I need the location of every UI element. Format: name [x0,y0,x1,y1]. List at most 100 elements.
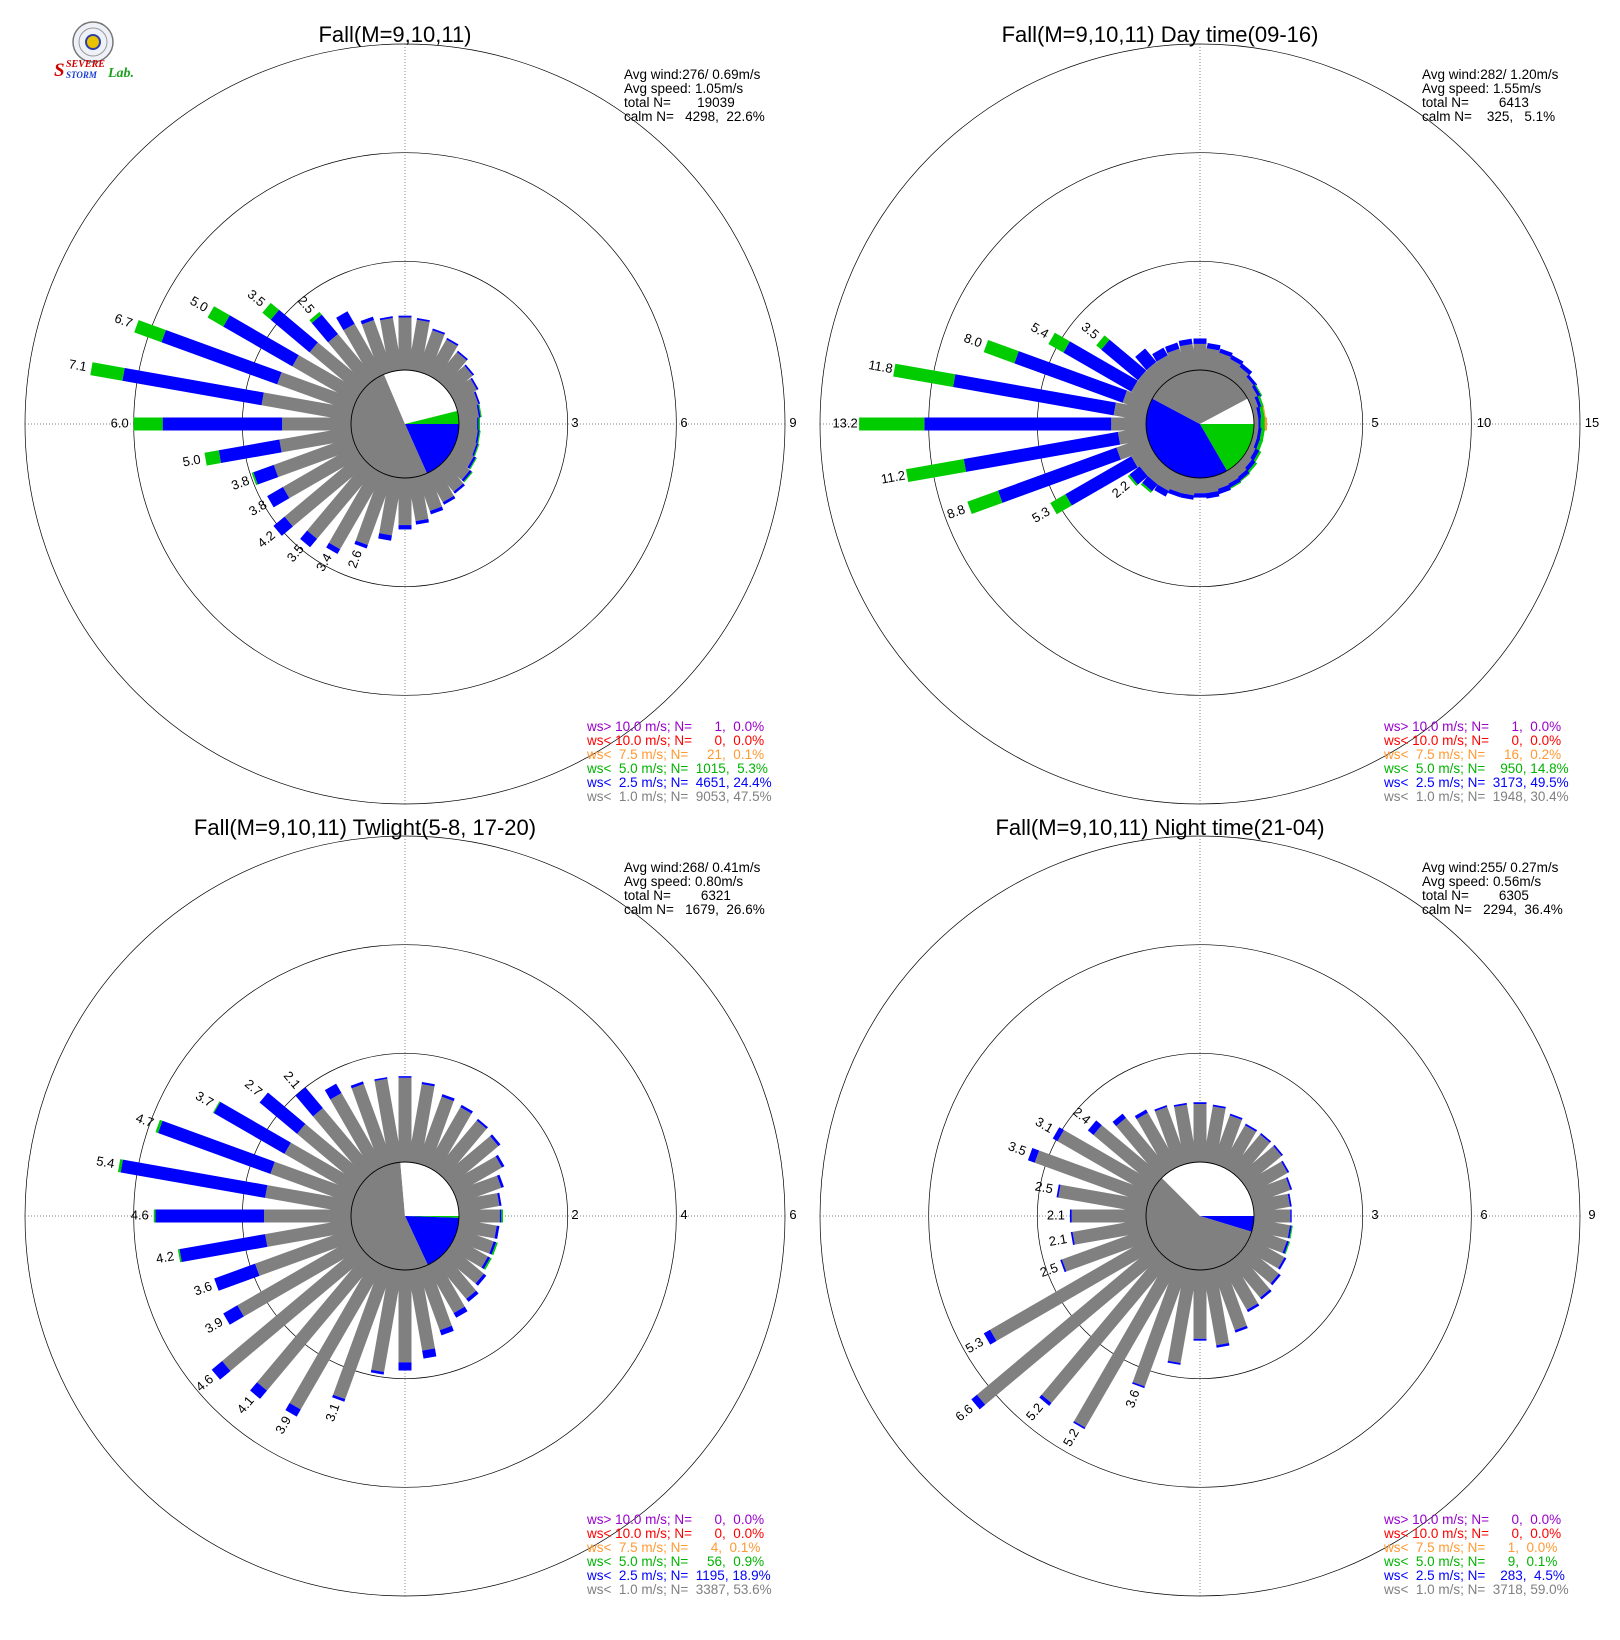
bar-segment-gray [448,445,474,468]
bar-segment-green [153,1209,156,1223]
wind-bar [1202,1268,1230,1348]
calm-circle-outline [1145,1161,1255,1271]
wind-bar [1052,1127,1157,1195]
wind-bar [398,315,412,370]
bar-value-label: 6.6 [952,1401,975,1424]
bar-value-label: 4.6 [193,1371,216,1394]
bar-segment-blue [398,525,412,530]
bar-segment-blue [1278,1257,1287,1270]
bar-segment-gray [1221,358,1242,381]
bar-segment-blue [267,487,290,508]
bar-segment-gray [448,1237,488,1268]
bar-segment-gray [1122,390,1152,412]
bar-segment-green [1140,482,1153,493]
avg-wind: Avg wind:282/ 1.20m/s [1422,67,1559,82]
wind-bar [407,476,429,525]
bar-segment-gray [1221,1125,1257,1173]
bar-segment-green [207,306,230,327]
bar-segment-blue [1039,1394,1052,1406]
wind-bar [971,1245,1163,1410]
bar-value-label: 5.4 [1028,319,1051,341]
bar-segment-blue [155,1209,265,1223]
wind-bar [417,472,444,515]
bar-segment-gray [417,330,445,376]
bar-segment-green [463,471,473,483]
wind-bar [300,461,376,548]
avg-wind: Avg wind:276/ 0.69m/s [624,67,761,82]
bar-segment-gray [442,453,470,480]
bar-segment-green [1289,1225,1293,1239]
bar-segment-gray [434,461,464,492]
bar-value-label: 6.7 [113,310,135,330]
bar-segment-blue [416,317,430,323]
bar-segment-gray [459,417,478,431]
wind-bar [407,1081,435,1164]
bar-segment-gray [1071,1209,1146,1223]
bar-segment-blue [360,316,375,325]
bar-segment-green [262,302,280,320]
bar-segment-blue [1249,448,1260,463]
wind-bar [350,1081,393,1168]
bar-value-label: 2.5 [1034,1178,1054,1196]
bar-segment-blue [1287,1193,1292,1207]
bar-segment-gray [1193,1104,1207,1162]
bar-segment-gray [457,404,479,422]
legend: ws> 10.0 m/s; N= 0, 0.0% ws< 10.0 m/s; N… [1383,1512,1569,1597]
bar-segment-blue [1180,493,1195,500]
legend-entry: ws< 1.0 m/s; N= 3718, 59.0% [1383,1582,1569,1597]
bar-segment-blue [1259,1132,1272,1143]
bar-segment-gray [407,476,429,522]
bar-segment-gray [279,426,353,453]
bar-segment-blue [1212,1104,1226,1109]
wind-bar [859,417,1147,431]
bar-segment-blue [1281,1160,1290,1173]
bar-segment-blue [963,431,1121,472]
bar-segment-blue [311,314,339,343]
bar-value-label: 3.5 [284,541,307,564]
wind-rose-panel-fall-all: Fall(M=9,10,11) 2.6 3.4 3.5 4.2 3.8 3.8 5.0 6.0… [24,22,797,805]
wind-bar [177,1218,353,1263]
bar-segment-blue [350,1081,364,1089]
wind-bar [1154,467,1179,497]
wind-bar [1070,1218,1148,1245]
bar-segment-gray [1248,1228,1288,1253]
avg-speed: Avg speed: 0.80m/s [624,874,743,889]
bar-segment-gray [328,334,376,387]
wind-bar [448,1154,505,1195]
bar-segment-blue [1056,1184,1061,1198]
stats-block: Avg wind:276/ 0.69m/s Avg speed: 1.05m/s… [624,67,765,124]
wind-bar [370,1268,403,1375]
wind-bar [354,472,393,549]
bar-segment-blue [1193,1102,1207,1105]
bar-value-label: 3.5 [1006,1138,1028,1158]
bar-segment-blue [1285,1177,1293,1191]
calm-slice-white [1200,1162,1254,1216]
bar-value-label: 3.5 [245,286,268,309]
bar-segment-blue [378,533,392,541]
wind-bar [426,337,459,381]
bar-value-label: 5.2 [1060,1426,1082,1449]
bar-segment-green [133,417,163,431]
calm-slice-white [383,370,405,424]
bar-segment-gray [1179,344,1198,372]
bar-value-label: 4.2 [254,528,277,551]
legend-entry: ws< 5.0 m/s; N= 9, 0.1% [1383,1554,1557,1569]
bar-segment-green [1239,472,1251,483]
bar-segment-green [491,1242,498,1256]
wind-bar [1087,1120,1163,1187]
bar-segment-blue [1167,1360,1181,1365]
legend-entry: ws< 5.0 m/s; N= 950, 14.8% [1383,761,1569,776]
wind-bar [336,311,384,381]
wind-bar [267,445,362,508]
bar-segment-gray [1146,361,1171,387]
bar-segment-gray [417,1096,454,1168]
logo-line2: STORM [66,70,98,80]
bar-segment-blue [1073,1421,1086,1430]
bar-segment-gray [407,1268,435,1351]
bar-segment-gray [1193,343,1207,370]
wind-bar [442,453,473,483]
wind-bar [434,350,468,387]
bar-segment-blue [971,1394,986,1410]
bar-segment-blue [476,1118,488,1129]
bar-segment-orange [1262,406,1267,420]
